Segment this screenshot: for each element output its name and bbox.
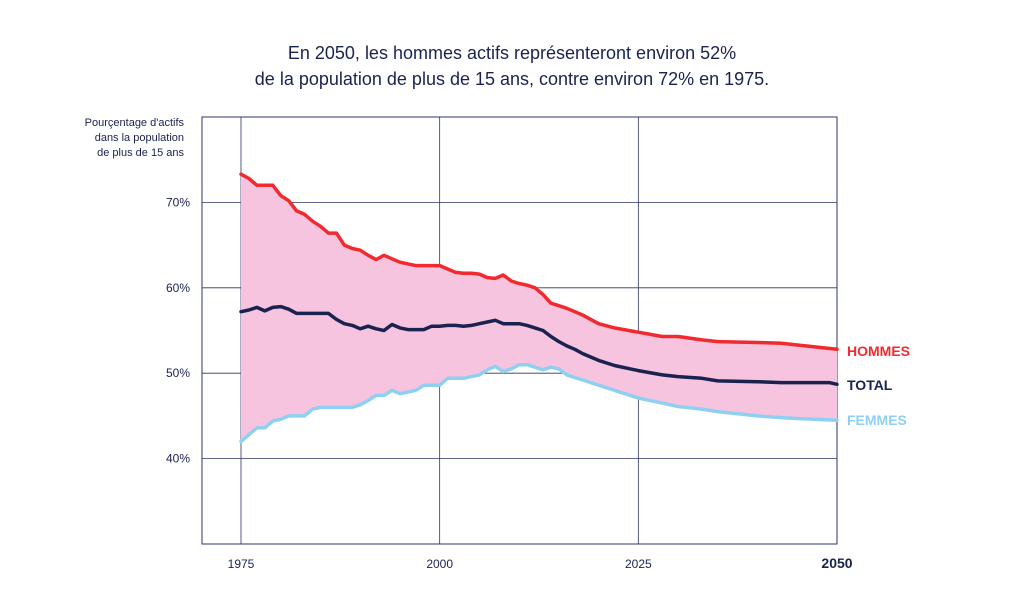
chart-title-line-2: de la population de plus de 15 ans, cont… — [254, 69, 770, 89]
x-tick-1975: 1975 — [228, 557, 255, 571]
y-axis-label-line-1: Pourçentage d'actifs — [84, 117, 184, 129]
x-tick-2025: 2025 — [625, 557, 652, 571]
x-axis-ticks: 1975 2000 2025 2050 — [228, 555, 853, 571]
series-line-total — [239, 304, 839, 387]
chart-title: En 2050, les hommes actifs représenteron… — [0, 40, 1024, 92]
y-axis-ticks: 40% 50% 60% 70% — [166, 195, 190, 465]
y-axis-label-line-3: de plus de 15 ans — [97, 147, 184, 159]
y-tick-40: 40% — [166, 452, 190, 466]
y-tick-60: 60% — [166, 281, 190, 295]
series-label-hommes: HOMMES — [847, 343, 910, 359]
y-axis-label: Pourçentage d'actifs dans la population … — [40, 116, 184, 161]
chart-title-line-1: En 2050, les hommes actifs représenteron… — [287, 43, 737, 63]
x-tick-2050: 2050 — [821, 555, 852, 571]
series-labels: HOMMES TOTAL FEMMES — [847, 343, 910, 428]
series-lines — [239, 172, 839, 444]
hommes-femmes-band — [241, 174, 837, 442]
y-tick-70: 70% — [166, 195, 190, 209]
y-tick-50: 50% — [166, 366, 190, 380]
series-line-hommes — [239, 172, 839, 352]
series-label-total: TOTAL — [847, 377, 893, 393]
series-label-femmes: FEMMES — [847, 412, 907, 428]
y-axis-label-line-2: dans la population — [94, 132, 184, 144]
series-line-femmes — [239, 362, 839, 444]
x-tick-2000: 2000 — [426, 557, 453, 571]
